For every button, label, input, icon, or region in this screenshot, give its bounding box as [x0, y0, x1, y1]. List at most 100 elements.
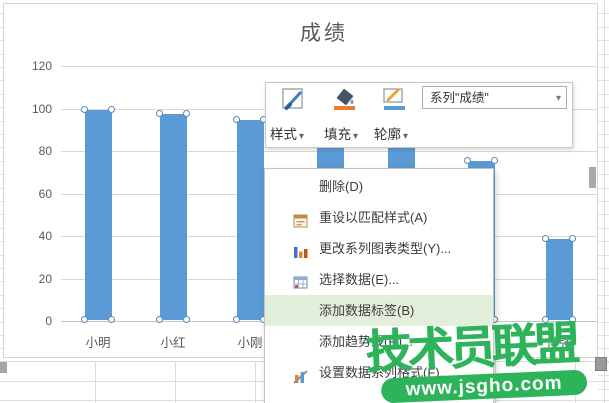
outline-dropdown[interactable]: 轮廓 ▾ — [374, 123, 408, 143]
style-button[interactable] — [280, 87, 314, 117]
sheet-gridline — [0, 187, 3, 189]
selection-handle[interactable] — [568, 316, 576, 323]
selection-handle[interactable] — [107, 105, 115, 113]
menu-item-add-trendline[interactable]: 添加趋势线(R)... — [265, 326, 493, 357]
select-data-icon — [293, 271, 309, 289]
style-brush-icon — [280, 88, 310, 119]
sheet-gridline — [0, 160, 3, 162]
chevron-down-icon: ▾ — [403, 131, 409, 142]
bar-小刚[interactable] — [236, 120, 264, 320]
sheet-gridline — [598, 388, 609, 390]
selection-handle[interactable] — [232, 316, 240, 323]
outline-pencil-icon — [380, 88, 410, 119]
gridline — [61, 66, 597, 67]
sheet-gridline — [598, 160, 609, 162]
menu-item-add-data-labels[interactable]: 添加数据标签(B) — [265, 295, 493, 326]
menu-item-select-data[interactable]: 选择数据(E)... — [265, 264, 493, 295]
sheet-gridline — [598, 348, 609, 350]
fill-dropdown[interactable]: 填充 ▾ — [324, 123, 358, 143]
selection-handle[interactable] — [232, 116, 240, 124]
chevron-down-icon: ▾ — [353, 131, 359, 142]
sheet-gridline — [598, 120, 609, 122]
sheet-gridline — [598, 107, 609, 109]
sheet-gridline — [0, 268, 3, 269]
sheet-gridline — [0, 93, 3, 95]
sheet-gridline — [598, 241, 609, 243]
outline-label: 轮廓 — [374, 127, 401, 142]
selection-handle[interactable] — [182, 316, 190, 323]
sheet-gridline — [0, 53, 3, 55]
chart-type-icon — [293, 240, 309, 258]
bar-傻强[interactable] — [545, 239, 573, 320]
menu-item-delete[interactable]: 删除(D) — [265, 171, 493, 202]
sheet-gridline — [0, 335, 3, 336]
sheet-gridline — [0, 40, 3, 42]
sheet-gridline — [598, 67, 609, 68]
fill-button[interactable] — [330, 87, 364, 117]
sheet-gridline — [0, 80, 3, 82]
selection-handle[interactable] — [182, 109, 190, 117]
series-selector-dropdown[interactable]: 系列"成绩" ▾ — [422, 86, 567, 109]
sheet-gridline — [0, 107, 3, 109]
chevron-down-icon: ▾ — [299, 131, 305, 142]
chevron-down-icon: ▾ — [555, 93, 561, 104]
menu-item-change-chart-type[interactable]: 更改系列图表类型(Y)... — [265, 233, 493, 264]
sheet-gridline — [0, 174, 3, 176]
sheet-gridline — [598, 174, 609, 176]
sheet-gridline — [598, 147, 609, 149]
menu-item-label: 添加趋势线(R)... — [319, 334, 413, 349]
sheet-gridline — [0, 214, 3, 216]
x-axis-category-label: 小刚 — [237, 336, 263, 350]
y-axis-tick-label: 100 — [31, 101, 52, 116]
watermark-title: 技术员联盟 — [364, 317, 577, 379]
sheet-gridline — [598, 187, 609, 189]
chart-title: 成绩 — [300, 22, 348, 45]
x-axis-category-label: 傻强 — [546, 336, 572, 350]
sheet-gridline — [598, 321, 609, 323]
selection-handle[interactable] — [490, 156, 498, 164]
sheet-gridline — [598, 53, 609, 55]
sheet-gridline — [255, 361, 256, 403]
sheet-gridline — [598, 254, 609, 256]
series-selector-value: 系列"成绩" — [430, 91, 489, 105]
selection-handle[interactable] — [80, 105, 88, 113]
sheet-gridline — [598, 201, 609, 202]
selection-handle[interactable] — [155, 316, 163, 323]
selection-handle[interactable] — [463, 156, 471, 164]
y-axis-tick-label: 120 — [31, 59, 52, 73]
sheet-gridline — [0, 281, 3, 283]
sheet-gridline — [0, 147, 3, 149]
sheet-gridline — [598, 227, 609, 229]
selection-handle[interactable] — [155, 109, 163, 117]
fill-bucket-icon — [330, 88, 360, 119]
bar-小明[interactable] — [84, 109, 112, 320]
bar-小红[interactable] — [159, 113, 187, 320]
sheet-gridline — [598, 80, 609, 82]
reset-style-icon — [293, 209, 309, 228]
menu-item-label: 删除(D) — [319, 179, 364, 194]
sheet-gridline — [598, 134, 609, 135]
menu-item-reset-style[interactable]: 重设以匹配样式(A) — [265, 202, 493, 233]
style-dropdown[interactable]: 样式 ▾ — [270, 123, 304, 143]
sheet-gridline — [175, 361, 176, 403]
chart-resize-handle[interactable] — [595, 357, 607, 371]
sheet-gridline — [598, 13, 609, 15]
menu-item-label: 重设以匹配样式(A) — [319, 210, 428, 225]
menu-item-label: 添加数据标签(B) — [319, 303, 415, 318]
sheet-gridline — [598, 294, 609, 296]
sheet-gridline — [0, 67, 3, 68]
sheet-gridline — [0, 201, 3, 202]
selection-handle[interactable] — [80, 316, 88, 323]
fill-label: 填充 — [324, 127, 351, 142]
outline-button[interactable] — [380, 87, 414, 117]
scrollbar-thumb[interactable] — [589, 167, 596, 188]
watermark: 技术员联盟 www.jsgho.com — [364, 317, 602, 403]
y-axis-tick-label: 40 — [38, 229, 52, 243]
sheet-gridline — [0, 120, 3, 122]
selection-handle[interactable] — [541, 316, 549, 323]
selection-handle[interactable] — [107, 316, 115, 323]
row-header-handle[interactable] — [0, 362, 7, 373]
selection-handle[interactable] — [568, 235, 576, 243]
selection-handle[interactable] — [541, 235, 549, 243]
